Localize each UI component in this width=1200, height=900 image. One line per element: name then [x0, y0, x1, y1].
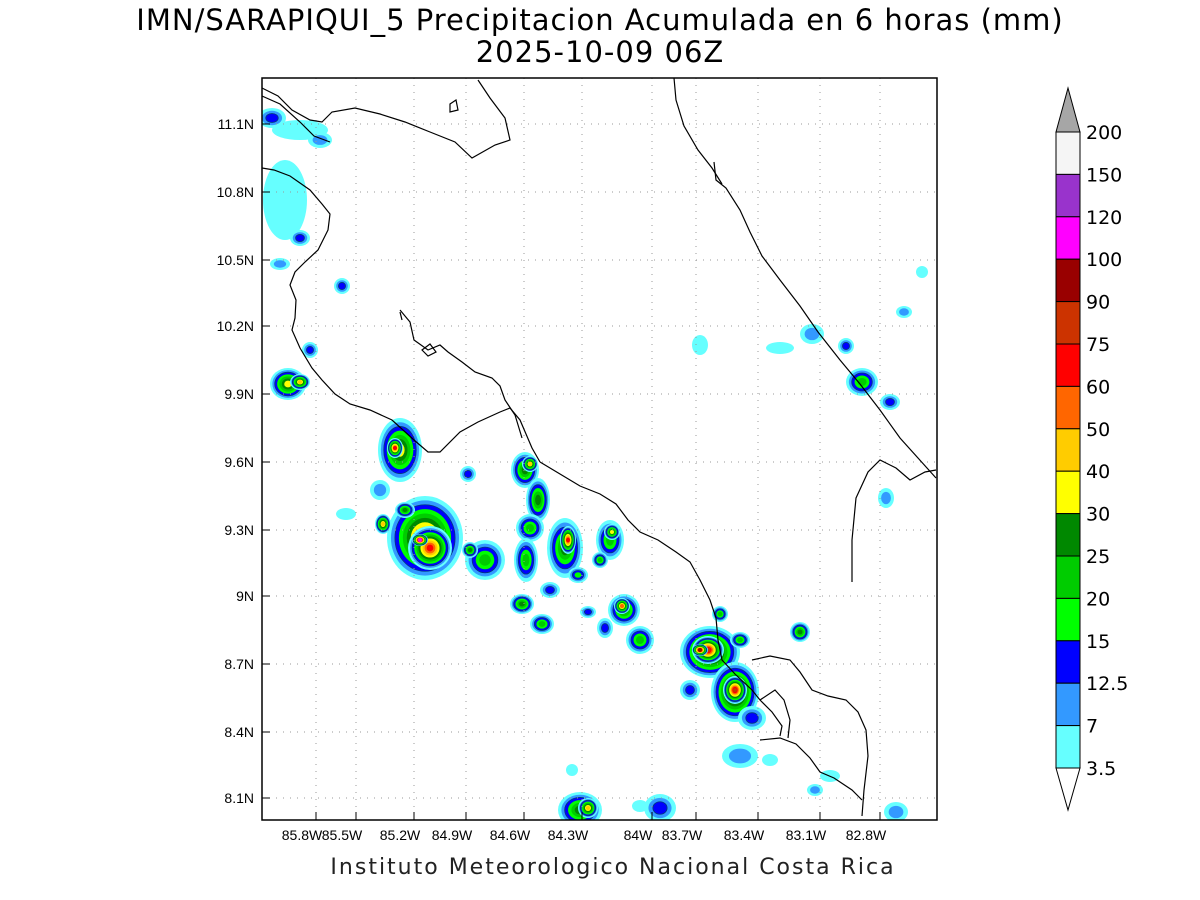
lon-tick-label: 84.3W	[548, 827, 589, 843]
lat-tick-label: 8.1N	[224, 790, 254, 806]
colorbar-swatch	[1055, 597, 1081, 642]
colorbar-swatch	[1055, 428, 1081, 472]
colorbar-level-label: 150	[1086, 164, 1122, 186]
lon-tick-label: 84.9W	[432, 827, 473, 843]
lat-tick-label: 10.2N	[217, 318, 254, 334]
lon-tick-label: 83.7W	[662, 827, 703, 843]
colorbar-level-label: 25	[1086, 546, 1110, 568]
colorbar-min-arrow	[1055, 767, 1081, 812]
colorbar-level-label: 12.5	[1086, 673, 1128, 695]
colorbar-swatch	[1055, 682, 1081, 727]
lat-tick-label: 8.7N	[224, 656, 254, 672]
lat-tick-label: 11.1N	[218, 116, 254, 132]
lon-tick-label: 85.2W	[380, 827, 421, 843]
colorbar-swatch	[1055, 258, 1081, 303]
colorbar-swatch	[1055, 385, 1081, 430]
colorbar-level-label: 7	[1086, 716, 1098, 738]
lon-tick-label: 84W	[624, 827, 654, 843]
colorbar-level-label: 200	[1086, 122, 1122, 144]
colorbar-max-arrow	[1055, 86, 1081, 133]
colorbar-legend: 200 150 120 100 90 75 60 50 40 30 25 20 15 12.5 7 3.5	[1055, 86, 1128, 812]
lat-tick-label: 9.9N	[224, 386, 254, 402]
lat-tick-label: 10.5N	[217, 252, 254, 268]
colorbar-swatch	[1055, 216, 1081, 260]
longitude-axis: 85.8W 85.5W 85.2W 84.9W 84.6W 84.3W 84W 83.7W 83…	[282, 812, 887, 843]
colorbar-swatch	[1055, 131, 1081, 175]
colorbar-level-label: 50	[1086, 419, 1110, 441]
colorbar-swatch	[1055, 555, 1081, 599]
coastline	[262, 78, 937, 817]
colorbar-swatch	[1055, 470, 1081, 515]
colorbar-level-label: 100	[1086, 249, 1122, 271]
lon-tick-label: 84.6W	[490, 827, 531, 843]
map-datetime: 2025-10-09 06Z	[475, 35, 725, 69]
latitude-axis: 11.1N 10.8N 10.5N 10.2N 9.9N 9.6N 9.3N 9N 8.7N 8.…	[217, 116, 270, 806]
colorbar-swatch	[1055, 343, 1081, 387]
map-title: IMN/SARAPIQUI_5 Precipitacion Acumulada …	[136, 3, 1064, 37]
colorbar-level-label: 75	[1086, 334, 1110, 356]
lat-tick-label: 9.3N	[224, 522, 254, 538]
colorbar-level-label: 3.5	[1086, 758, 1116, 780]
colorbar-level-label: 15	[1086, 631, 1110, 653]
colorbar-level-label: 120	[1086, 207, 1122, 229]
plot-frame	[261, 77, 938, 821]
lat-tick-label: 10.8N	[217, 184, 254, 200]
colorbar-level-label: 90	[1086, 292, 1110, 314]
lat-tick-label: 9.6N	[224, 454, 254, 470]
lon-tick-label: 83.1W	[786, 827, 827, 843]
lon-tick-label: 83.4W	[724, 827, 765, 843]
lat-tick-label: 8.4N	[224, 724, 254, 740]
colorbar-swatch	[1055, 301, 1081, 345]
colorbar-swatch	[1055, 640, 1081, 684]
lon-tick-label: 85.5W	[322, 827, 363, 843]
lon-tick-label: 82.8W	[846, 827, 887, 843]
colorbar-level-label: 30	[1086, 504, 1110, 526]
lon-tick-label: 85.8W	[282, 827, 323, 843]
lat-tick-label: 9N	[236, 588, 254, 604]
credit-label: Instituto Meteorologico Nacional Costa R…	[330, 855, 896, 880]
colorbar-level-label: 60	[1086, 376, 1110, 398]
precipitation-field	[262, 108, 928, 820]
colorbar-level-label: 20	[1086, 588, 1110, 610]
colorbar-swatch	[1055, 173, 1081, 218]
lat-lon-grid	[262, 78, 937, 820]
colorbar-swatch	[1055, 513, 1081, 557]
colorbar-swatch	[1055, 725, 1081, 769]
colorbar-level-label: 40	[1086, 461, 1110, 483]
